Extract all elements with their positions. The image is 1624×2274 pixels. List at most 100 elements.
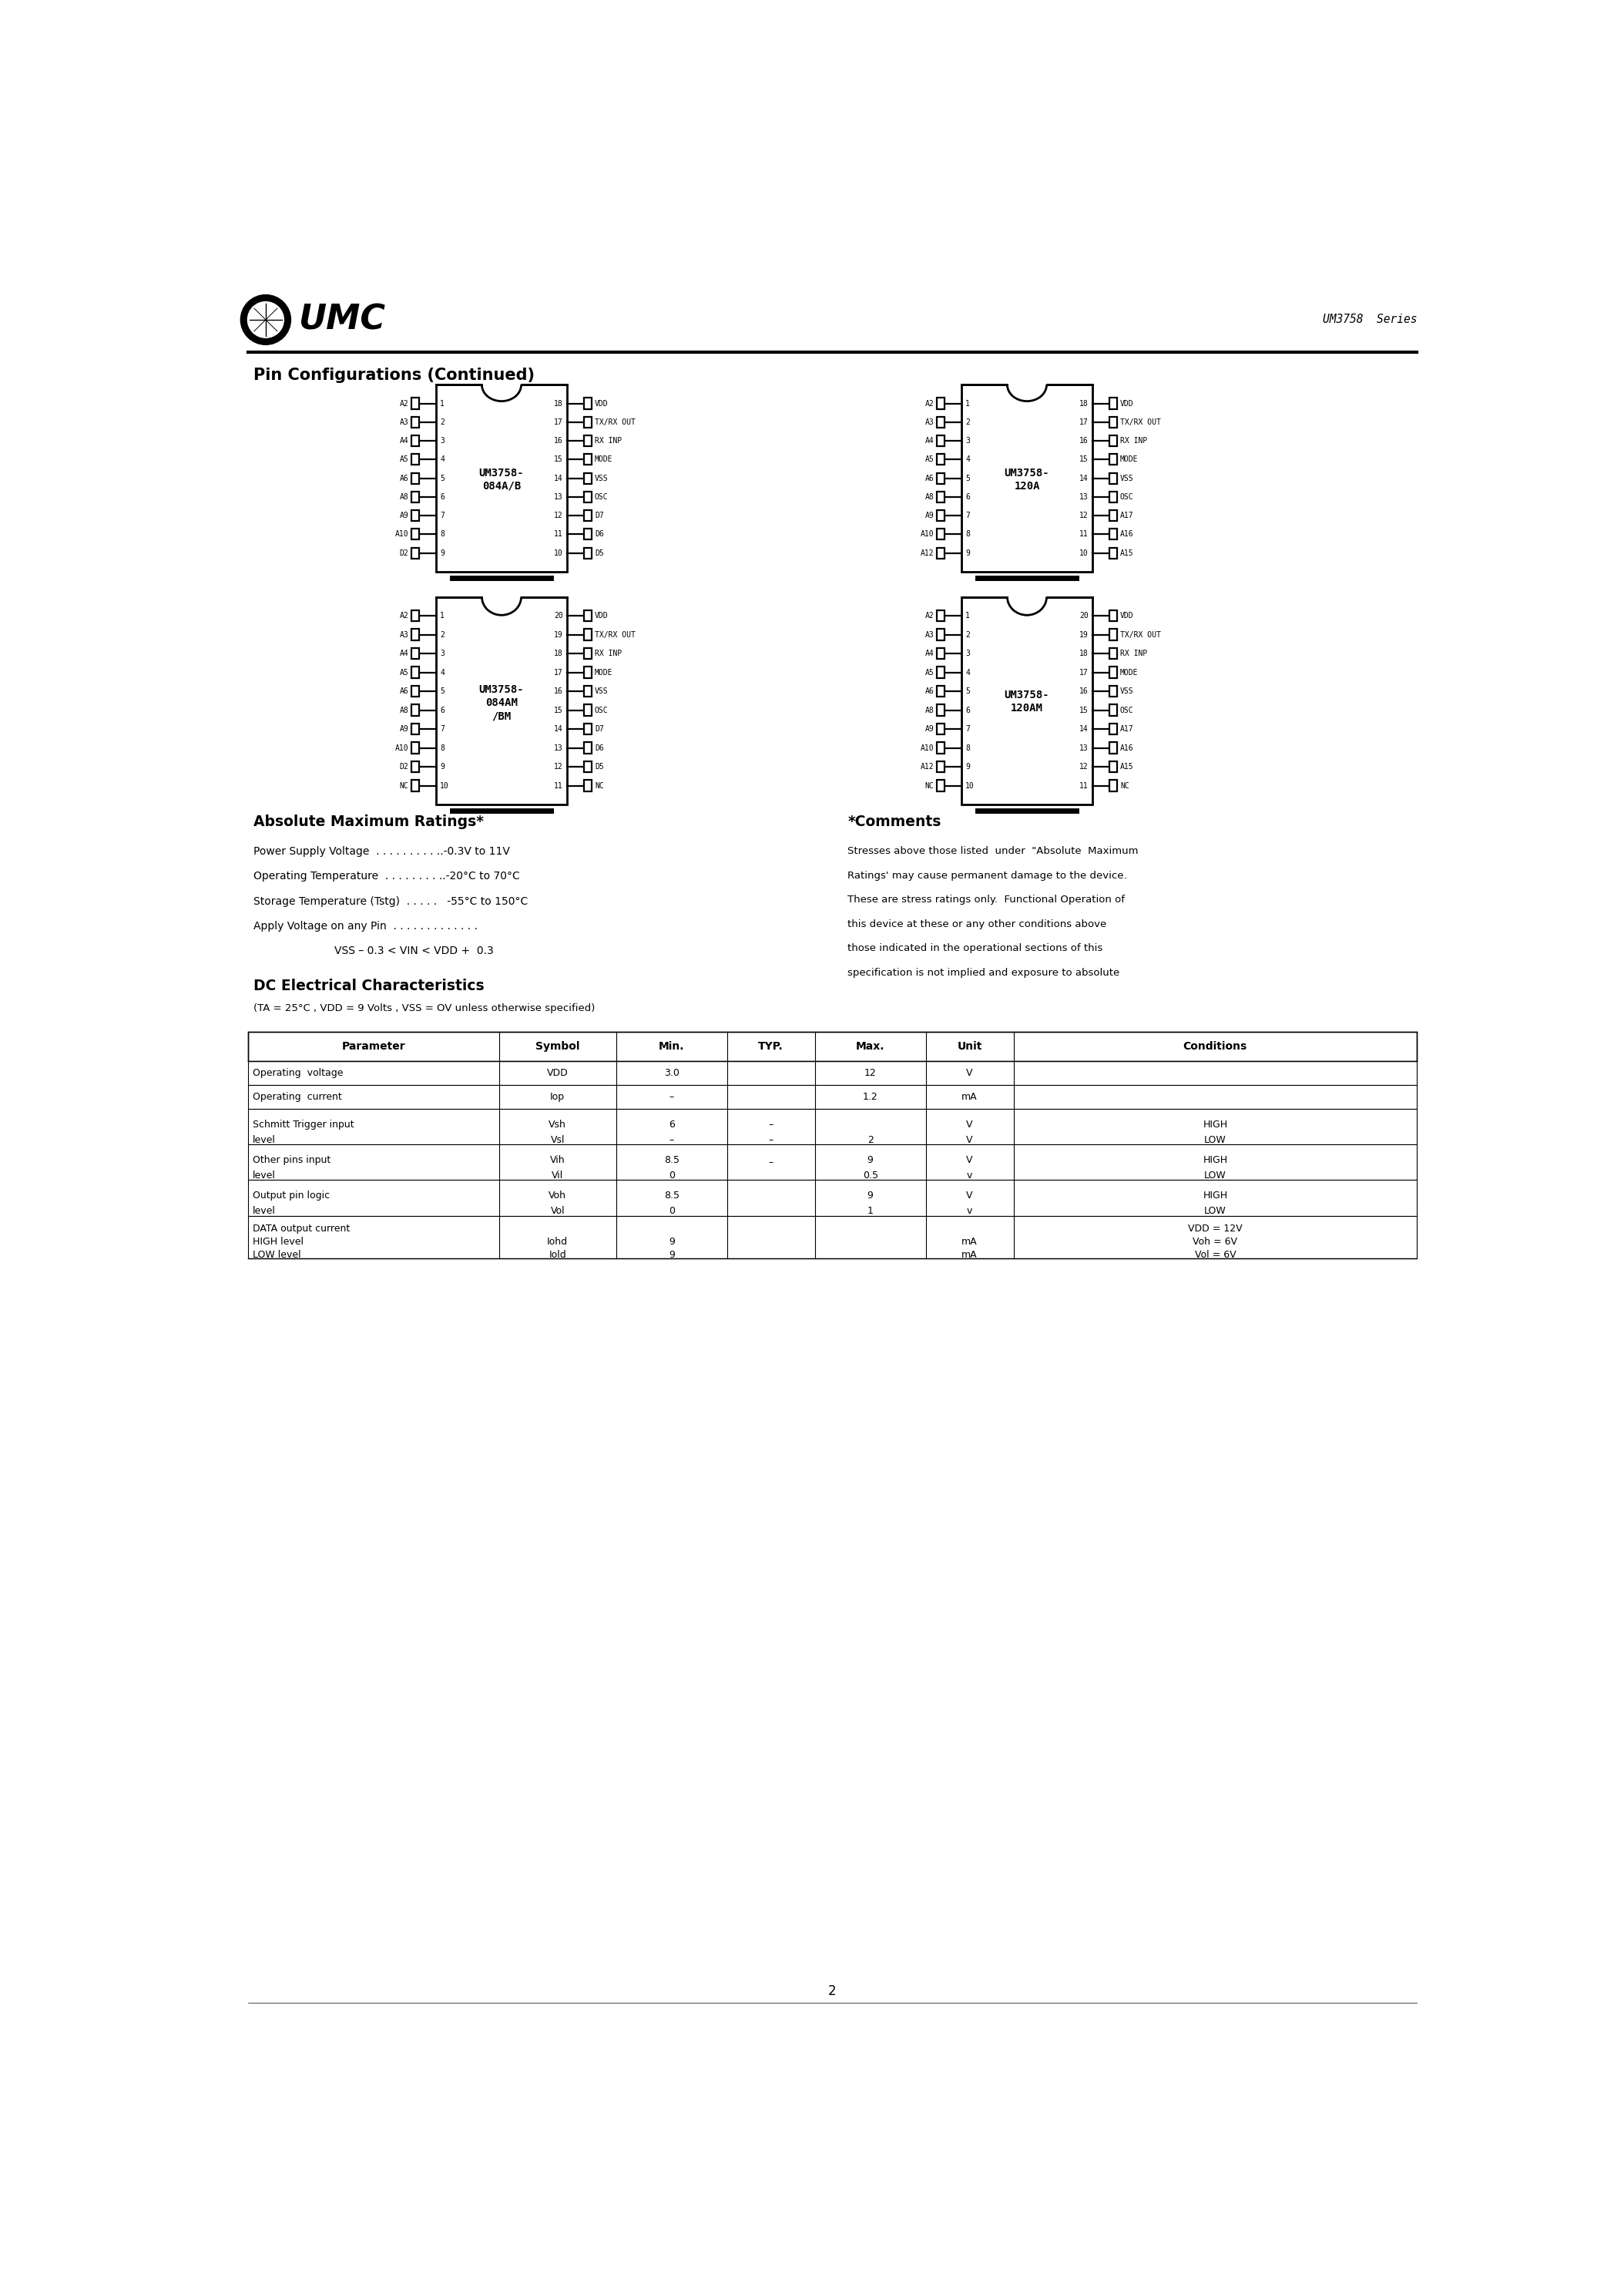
Text: level: level [253, 1135, 276, 1144]
Text: 6: 6 [669, 1119, 674, 1130]
Text: 4: 4 [440, 669, 445, 675]
Text: Parameter: Parameter [341, 1041, 406, 1053]
Bar [411, 398, 419, 409]
Circle shape [247, 302, 284, 339]
Bar [1109, 648, 1117, 659]
Bar [585, 548, 591, 559]
Text: Operating  voltage: Operating voltage [253, 1069, 343, 1078]
Text: Max.: Max. [856, 1041, 885, 1053]
Text: 1: 1 [867, 1205, 874, 1217]
Text: –: – [768, 1135, 773, 1144]
Text: A3: A3 [400, 418, 408, 425]
Text: Apply Voltage on any Pin  . . . . . . . . . . . . .: Apply Voltage on any Pin . . . . . . . .… [253, 921, 477, 932]
Bar [248, 1062, 1416, 1085]
Text: A8: A8 [924, 707, 934, 714]
Bar [482, 594, 521, 614]
Text: 12: 12 [864, 1069, 877, 1078]
Bar [937, 473, 945, 484]
Text: Min.: Min. [659, 1041, 684, 1053]
Text: 10: 10 [440, 782, 450, 789]
Text: 19: 19 [1080, 630, 1088, 639]
Text: 18: 18 [554, 650, 564, 657]
Text: 20: 20 [554, 612, 564, 619]
Text: Vil: Vil [552, 1171, 564, 1180]
Text: 17: 17 [1080, 418, 1088, 425]
Text: 1: 1 [965, 612, 970, 619]
Bar [585, 473, 591, 484]
Text: 19: 19 [554, 630, 564, 639]
Text: 11: 11 [554, 530, 564, 539]
Text: 10: 10 [1080, 548, 1088, 557]
Text: 10: 10 [965, 782, 974, 789]
Bar [411, 416, 419, 428]
Bar [1109, 687, 1117, 696]
Bar [585, 741, 591, 753]
Bar [482, 382, 521, 400]
Bar [937, 530, 945, 539]
Text: 2: 2 [965, 418, 970, 425]
Text: OSC: OSC [594, 493, 609, 500]
Text: 9: 9 [867, 1155, 874, 1164]
Text: 9: 9 [669, 1237, 674, 1246]
Text: VSS: VSS [1121, 687, 1134, 696]
Bar [1109, 609, 1117, 621]
Text: Conditions: Conditions [1184, 1041, 1247, 1053]
Bar [411, 434, 419, 446]
Text: level: level [253, 1171, 276, 1180]
Text: Voh = 6V: Voh = 6V [1192, 1237, 1237, 1246]
Text: Output pin logic: Output pin logic [253, 1192, 330, 1201]
Text: 084A/B: 084A/B [482, 480, 521, 491]
Bar [411, 630, 419, 639]
Bar [1109, 705, 1117, 716]
Text: 6: 6 [440, 493, 445, 500]
Text: 9: 9 [965, 548, 970, 557]
Text: A2: A2 [924, 612, 934, 619]
Bar [585, 762, 591, 773]
Bar [585, 609, 591, 621]
Text: D6: D6 [594, 530, 604, 539]
Text: /BM: /BM [492, 712, 512, 721]
Bar [411, 666, 419, 678]
Text: those indicated in the operational sections of this: those indicated in the operational secti… [848, 944, 1103, 953]
Text: 5: 5 [965, 687, 970, 696]
Text: OSC: OSC [594, 707, 609, 714]
Text: 2: 2 [828, 1985, 836, 1999]
Bar [411, 609, 419, 621]
Text: 18: 18 [554, 400, 564, 407]
Text: Vsl: Vsl [551, 1135, 565, 1144]
Text: 6: 6 [440, 707, 445, 714]
Text: A5: A5 [924, 669, 934, 675]
Text: Unit: Unit [957, 1041, 983, 1053]
Text: 3.0: 3.0 [664, 1069, 679, 1078]
Text: A8: A8 [924, 493, 934, 500]
Bar [411, 780, 419, 791]
Text: HIGH: HIGH [1203, 1119, 1228, 1130]
Text: 3: 3 [965, 650, 970, 657]
Bar [1109, 548, 1117, 559]
Text: 8.5: 8.5 [664, 1155, 679, 1164]
Text: A6: A6 [924, 475, 934, 482]
Bar [1109, 762, 1117, 773]
Text: 4: 4 [965, 669, 970, 675]
Text: 15: 15 [1080, 455, 1088, 464]
Text: 7: 7 [440, 512, 445, 518]
Bar [585, 491, 591, 503]
Text: A17: A17 [1121, 512, 1134, 518]
Text: Vol: Vol [551, 1205, 565, 1217]
Text: 12: 12 [554, 512, 564, 518]
Bar [937, 741, 945, 753]
Text: –: – [669, 1092, 674, 1103]
Text: A5: A5 [400, 455, 408, 464]
Text: VDD: VDD [594, 400, 609, 407]
Text: 6: 6 [965, 707, 970, 714]
Bar [411, 530, 419, 539]
Bar [411, 723, 419, 735]
Bar [1109, 723, 1117, 735]
Text: A9: A9 [924, 725, 934, 732]
Text: A4: A4 [400, 437, 408, 446]
Text: A3: A3 [924, 418, 934, 425]
Text: 17: 17 [554, 418, 564, 425]
Text: A10: A10 [921, 744, 934, 753]
Text: TX/RX OUT: TX/RX OUT [1121, 418, 1161, 425]
Bar [248, 1085, 1416, 1110]
